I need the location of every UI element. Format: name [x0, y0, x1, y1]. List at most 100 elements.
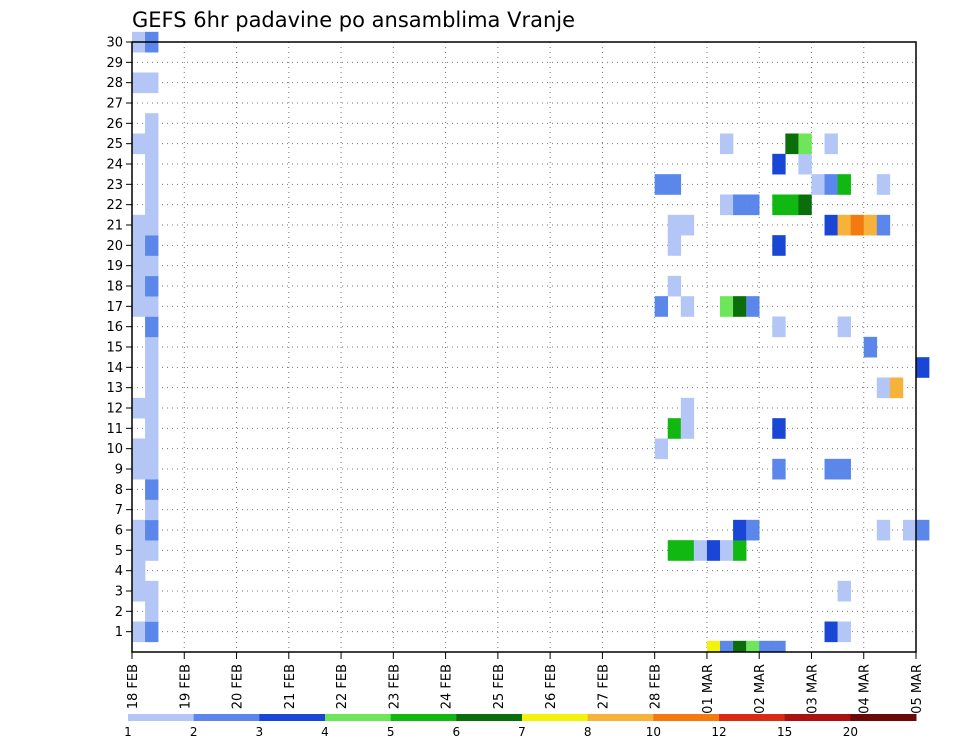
y-tick-label: 1: [115, 625, 123, 640]
legend-label: 3: [256, 725, 264, 739]
precip-cell: [746, 519, 760, 541]
precip-cell: [132, 580, 146, 602]
legend-label: 6: [453, 725, 461, 739]
precip-cell: [876, 377, 891, 399]
precip-cell: [654, 174, 669, 195]
x-tick-label: 02 MAR: [753, 664, 768, 714]
precip-cell: [145, 133, 159, 155]
y-tick-label: 19: [106, 259, 123, 274]
y-tick-label: 16: [106, 320, 123, 335]
precip-cell: [132, 397, 146, 419]
x-tick-label: 21 FEB: [283, 664, 298, 709]
precip-cell: [132, 133, 146, 155]
precip-cell: [863, 214, 878, 236]
precip-cell: [837, 214, 851, 236]
precip-cell: [145, 153, 159, 175]
precip-cell: [916, 357, 930, 378]
y-tick-label: 28: [106, 76, 123, 91]
legend-label: 15: [777, 725, 792, 739]
legend-swatch: [390, 714, 457, 721]
precip-cell: [145, 580, 159, 602]
precip-cell: [145, 397, 159, 419]
legend-swatch: [850, 714, 917, 721]
precip-cell: [132, 540, 146, 561]
precip-cell: [772, 640, 786, 652]
y-tick-label: 21: [106, 219, 123, 234]
legend-label: 5: [387, 725, 395, 739]
x-tick-label: 20 FEB: [231, 664, 246, 709]
precip-cell: [876, 519, 891, 541]
precip-cell: [798, 153, 812, 175]
precip-cell: [132, 72, 146, 94]
legend-label: 4: [321, 725, 329, 739]
precip-cell: [145, 418, 159, 439]
legend-label: 10: [646, 725, 661, 739]
precip-cell: [733, 640, 747, 652]
y-axis: 1234567891011121314151617181920212223242…: [106, 36, 132, 640]
legend-label: 2: [190, 725, 198, 739]
precip-cell: [785, 133, 799, 155]
precip-cell: [720, 540, 734, 561]
precip-cell: [837, 174, 851, 195]
y-tick-label: 2: [115, 605, 123, 620]
precip-cell: [654, 296, 669, 317]
y-tick-label: 18: [106, 280, 123, 295]
precip-cell: [680, 296, 695, 317]
precip-cell: [824, 133, 838, 155]
y-tick-label: 23: [106, 178, 123, 193]
legend-swatch: [259, 714, 326, 721]
precip-cell: [824, 621, 838, 643]
precip-cell: [132, 519, 146, 541]
heatmap-cells: [132, 31, 930, 652]
legend-swatch: [193, 714, 260, 721]
x-tick-label: 01 MAR: [701, 664, 716, 714]
precip-cell: [680, 397, 695, 419]
precip-cell: [772, 418, 786, 439]
precip-cell: [145, 174, 159, 195]
y-tick-label: 8: [115, 483, 123, 498]
legend-label: 8: [584, 725, 592, 739]
y-tick-label: 30: [106, 36, 123, 51]
x-tick-label: 27 FEB: [596, 664, 611, 709]
precip-cell: [132, 296, 146, 317]
precip-cell: [759, 640, 773, 652]
precip-cell: [889, 377, 904, 399]
precip-cell: [746, 194, 760, 216]
x-tick-label: 28 FEB: [649, 664, 664, 709]
precip-cell: [680, 418, 695, 439]
y-tick-label: 10: [106, 442, 123, 457]
precip-cell: [837, 458, 851, 480]
precip-cell: [132, 255, 146, 277]
y-tick-label: 5: [115, 544, 123, 559]
legend-swatch: [587, 714, 654, 721]
x-tick-label: 23 FEB: [387, 664, 402, 709]
precip-cell: [145, 296, 159, 317]
precip-cell: [876, 214, 891, 236]
y-tick-label: 4: [115, 564, 123, 579]
precip-cell: [654, 438, 669, 460]
precip-cell: [667, 174, 682, 195]
precip-cell: [785, 194, 799, 216]
precip-cell: [746, 296, 760, 317]
precip-cell: [720, 194, 734, 216]
precip-cell: [706, 540, 721, 561]
precip-cell: [145, 540, 159, 561]
y-tick-label: 6: [115, 524, 123, 539]
precip-cell: [145, 458, 159, 480]
precip-cell: [680, 540, 695, 561]
x-tick-label: 19 FEB: [178, 664, 193, 709]
precip-cell: [720, 296, 734, 317]
precip-cell: [824, 174, 838, 195]
legend-swatch: [522, 714, 589, 721]
precip-cell: [680, 214, 695, 236]
y-tick-label: 22: [106, 198, 123, 213]
precip-cell: [132, 560, 146, 582]
x-tick-label: 24 FEB: [440, 664, 455, 709]
y-tick-label: 14: [106, 361, 123, 376]
precip-cell: [798, 133, 812, 155]
precip-cell: [145, 316, 159, 338]
precip-cell: [706, 640, 721, 652]
legend-label: 12: [711, 725, 726, 739]
legend-label: 20: [843, 725, 858, 739]
precip-cell: [132, 438, 146, 460]
